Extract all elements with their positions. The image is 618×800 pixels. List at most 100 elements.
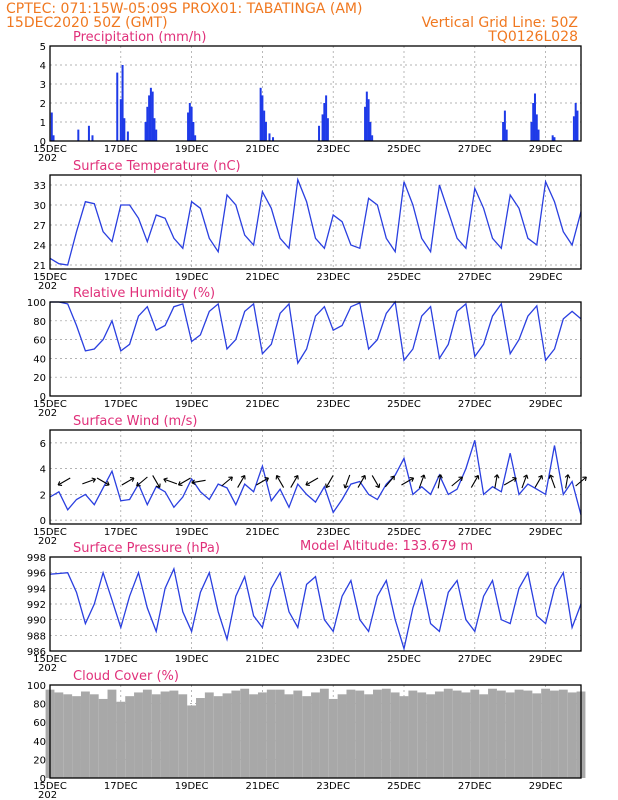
wind-arrow-head: [496, 474, 500, 479]
wind-arrow: [470, 474, 480, 488]
panel-frame: [49, 684, 582, 779]
x-tick-label: 27DEC: [458, 272, 492, 283]
precip-bar: [268, 133, 271, 141]
y-tick-label: 27: [33, 221, 46, 232]
wind-arrow: [371, 475, 381, 489]
wind-arrow-head: [361, 474, 366, 478]
wind-arrow-head: [437, 474, 441, 478]
x-tick-label: 21DEC: [246, 654, 280, 665]
precip-bar: [151, 91, 154, 141]
wind-arrow-head: [474, 474, 479, 478]
x-tick-label: 23DEC: [316, 654, 350, 665]
cloud-bar: [488, 688, 497, 778]
year-label: 202: [38, 663, 57, 674]
y-tick-label: 80: [33, 700, 46, 711]
cloud-bar: [213, 696, 223, 778]
wind-arrow-shaft: [82, 478, 96, 485]
wind-arrow-head: [325, 485, 331, 489]
cloud-bar: [293, 690, 303, 778]
wind-arrow: [418, 474, 426, 489]
wind-arrow-shaft: [152, 475, 161, 488]
cloud-bar: [151, 694, 161, 778]
wind-arrow-head: [163, 478, 167, 483]
wind-arrow-shaft: [503, 477, 517, 486]
wind-arrow: [401, 477, 415, 486]
y-tick-label: 2: [40, 490, 46, 501]
precip-bar: [532, 103, 535, 141]
wind-arrow: [357, 474, 366, 488]
wind-arrow-head: [191, 479, 195, 484]
precip-bar: [572, 116, 575, 141]
wind-arrow-head: [584, 476, 587, 482]
cloud-bar: [311, 692, 320, 778]
year-label: 202: [38, 281, 57, 292]
header-run-id: TQ0126L028: [487, 29, 578, 45]
y-tick-label: 996: [27, 569, 46, 580]
cloud-bar: [532, 693, 542, 778]
x-tick-label: 17DEC: [104, 527, 138, 538]
cloud-bar: [72, 696, 81, 778]
wind-arrow-shaft: [305, 477, 319, 486]
wind-arrow-head: [92, 478, 96, 483]
cloud-bar: [381, 688, 391, 778]
series-line: [50, 300, 582, 365]
precip-bar: [116, 72, 119, 141]
wind-arrow-head: [375, 485, 380, 489]
x-tick-label: 23DEC: [316, 399, 350, 410]
panel-frame: [49, 174, 582, 270]
wind-arrow-head: [276, 474, 281, 478]
wind-arrow-head: [440, 474, 443, 479]
y-tick-label: 60: [33, 336, 46, 347]
wind-arrow-shaft: [549, 474, 556, 489]
wind-arrow-head: [420, 474, 425, 478]
precip-bar: [52, 135, 55, 141]
y-tick-label: 4: [40, 61, 46, 72]
cloud-bar: [249, 694, 258, 778]
x-tick-label: 29DEC: [529, 272, 563, 283]
y-tick-label: 100: [27, 298, 46, 309]
y-tick-label: 988: [27, 631, 46, 642]
panel-5: 986 988 990 992 994 996 998 15DEC 17DEC 19DEC 21DE…: [27, 541, 582, 674]
panel-title: Relative Humidity (%): [73, 286, 215, 301]
x-tick-label: 21DEC: [246, 144, 280, 155]
cloud-bar: [142, 689, 152, 778]
precip-bar: [126, 131, 129, 141]
y-tick-label: 1: [40, 118, 46, 129]
y-tick-label: 986: [27, 647, 46, 658]
x-tick-label: 29DEC: [529, 527, 563, 538]
wind-arrow: [121, 477, 135, 486]
x-tick-label: 25DEC: [387, 399, 421, 410]
y-tick-label: 2: [40, 99, 46, 110]
wind-arrow: [163, 477, 178, 485]
x-tick-label: 29DEC: [529, 144, 563, 155]
precip-bar: [323, 103, 326, 141]
x-tick-label: 27DEC: [458, 527, 492, 538]
wind-arrow-shaft: [237, 475, 246, 488]
wind-arrow: [136, 476, 148, 487]
y-tick-label: 990: [27, 616, 46, 627]
precip-bar: [537, 129, 540, 141]
precip-bar: [188, 103, 191, 141]
wind-arrow: [343, 474, 351, 489]
wind-arrow-shaft: [178, 477, 191, 486]
panel-title: Surface Temperature (nC): [73, 159, 241, 174]
precip-bar: [194, 135, 197, 141]
x-tick-label: 17DEC: [104, 144, 138, 155]
x-tick-label: 25DEC: [387, 527, 421, 538]
year-label: 202: [38, 790, 57, 800]
y-tick-label: 40: [33, 737, 46, 748]
wind-arrow-head: [343, 484, 346, 489]
wind-arrow-head: [163, 477, 168, 480]
panel-title: Surface Wind (m/s): [73, 414, 197, 429]
cloud-bar: [373, 689, 382, 778]
x-tick-label: 23DEC: [316, 781, 350, 792]
series-line: [49, 177, 582, 266]
wind-arrow-shaft: [534, 475, 543, 488]
wind-arrow-shaft: [521, 474, 528, 489]
cloud-bar: [63, 694, 73, 778]
cloud-bar: [364, 694, 374, 778]
cloud-bar: [496, 690, 506, 778]
precip-bar: [371, 135, 374, 141]
cloud-bar: [328, 698, 338, 778]
y-tick-label: 60: [33, 718, 46, 729]
